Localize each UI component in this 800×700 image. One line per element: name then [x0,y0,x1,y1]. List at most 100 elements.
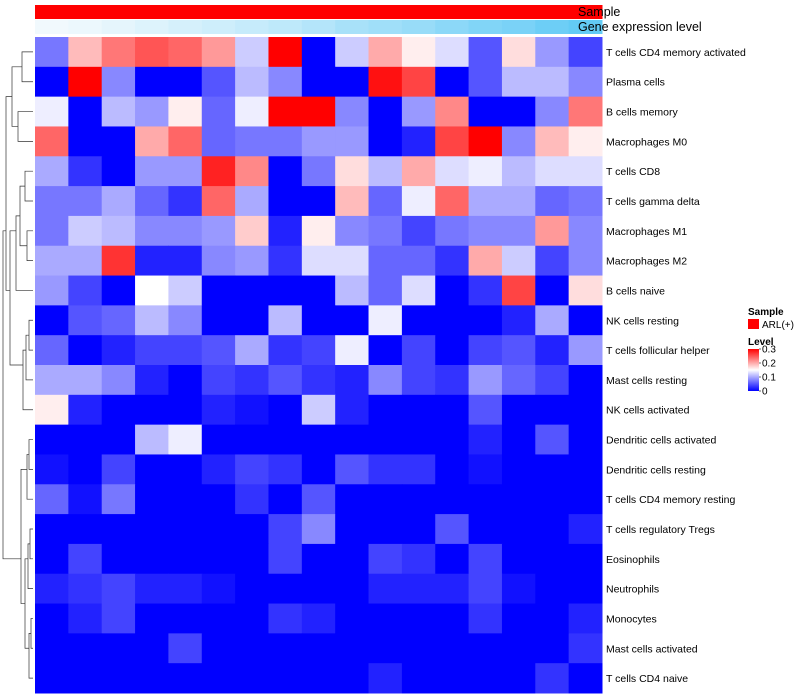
heatmap-cell [135,514,169,545]
heatmap-cell [201,66,236,98]
heatmap-cell [468,663,503,694]
heatmap-cell [168,663,203,694]
row-label: Dendritic cells activated [606,435,716,447]
heatmap-cell [268,126,303,157]
heatmap-cell [568,603,603,634]
heatmap-cell [68,663,103,694]
heatmap-cell [268,424,303,455]
heatmap-cell [401,484,436,515]
heatmap-cell [501,96,536,127]
heatmap-cell [301,275,336,306]
gene-annotation-cell [235,20,269,34]
heatmap-cell [68,215,103,247]
row-label: T cells gamma delta [606,196,700,208]
heatmap-cell [35,156,69,187]
heatmap-cell [68,573,103,605]
heatmap-cell [335,365,370,396]
heatmap-cell [468,66,503,98]
row-labels: T cells CD4 memory activated Plasma cells… [606,47,746,685]
heatmap-cell [568,186,603,217]
heatmap-cell [68,186,103,217]
row-label: T cells CD4 memory activated [606,47,746,59]
heatmap-cell [468,573,503,605]
heatmap-cell [435,573,470,605]
heatmap-cell [368,543,403,575]
heatmap-cell [135,335,169,366]
row-label: Plasma cells [606,77,665,89]
heatmap-cell [35,37,69,68]
heatmap-cell [535,37,570,68]
heatmap-cell [201,484,236,515]
heatmap-cell [168,484,203,515]
heatmap-cell [168,245,203,277]
heatmap-cell [501,603,536,634]
heatmap-cell [135,126,169,157]
heatmap-cell [501,245,536,277]
heatmap-cell [35,633,69,664]
dendrogram-branch [24,170,33,202]
heatmap-cell [68,245,103,277]
heatmap-cell [201,633,236,664]
heatmap-cell [301,514,336,545]
heatmap-cell [135,573,169,605]
legend-tick-label: 0.1 [762,373,776,384]
heatmap-cell [35,335,69,366]
heatmap-cell [301,156,336,187]
heatmap-cell [168,603,203,634]
sample-annotation-cell [368,5,403,19]
heatmap-cell [201,156,236,187]
heatmap-cell [335,96,370,127]
heatmap-cell [35,663,69,694]
heatmap-cell [468,96,503,127]
heatmap-cell [335,66,370,98]
heatmap-cell [235,186,269,217]
heatmap-cell [201,543,236,575]
heatmap-cell [435,215,470,247]
gene-annotation-cell [168,20,203,34]
heatmap-cell [68,454,103,485]
heatmap-cell [68,305,103,336]
heatmap-cell [535,66,570,98]
heatmap-cell [368,394,403,426]
row-label: T cells follicular helper [606,345,710,357]
heatmap-cell [35,215,69,247]
gene-annotation-cell [201,20,236,34]
heatmap-cell [535,394,570,426]
heatmap-cell [535,126,570,157]
heatmap-cell [535,424,570,455]
heatmap-cell [35,603,69,634]
heatmap-cell [535,215,570,247]
heatmap-cell [68,365,103,396]
heatmap-cell [368,126,403,157]
dendrogram-branch [5,96,12,291]
heatmap-cell [568,454,603,485]
row-label: Mast cells resting [606,375,687,387]
heatmap-cell [335,573,370,605]
heatmap-cell [201,514,236,545]
heatmap-cell [135,424,169,455]
heatmap-cell [368,305,403,336]
heatmap-cell [435,126,470,157]
legend-level-title: Level [748,337,774,348]
heatmap-cell [401,37,436,68]
dendrogram-branch [26,230,33,261]
heatmap-cell [35,186,69,217]
heatmap-cell [35,275,69,306]
heatmap-cell [235,365,269,396]
row-label: Mast cells activated [606,643,698,655]
dendrogram-branch [28,319,33,351]
heatmap-cell [368,514,403,545]
dendrogram-branch [28,439,33,470]
heatmap-cell [435,514,470,545]
heatmap-cell [401,156,436,187]
heatmap-cell [401,663,436,694]
heatmap-cell [535,454,570,485]
heatmap-cell [101,365,136,396]
heatmap-cell [201,365,236,396]
heatmap-cell [501,543,536,575]
heatmap-cell [268,96,303,127]
heatmap-cell [468,484,503,515]
legend-tick-label: 0.2 [762,359,776,370]
legend-sample-entry: ARL(+) [762,320,794,331]
heatmap-cell [401,514,436,545]
